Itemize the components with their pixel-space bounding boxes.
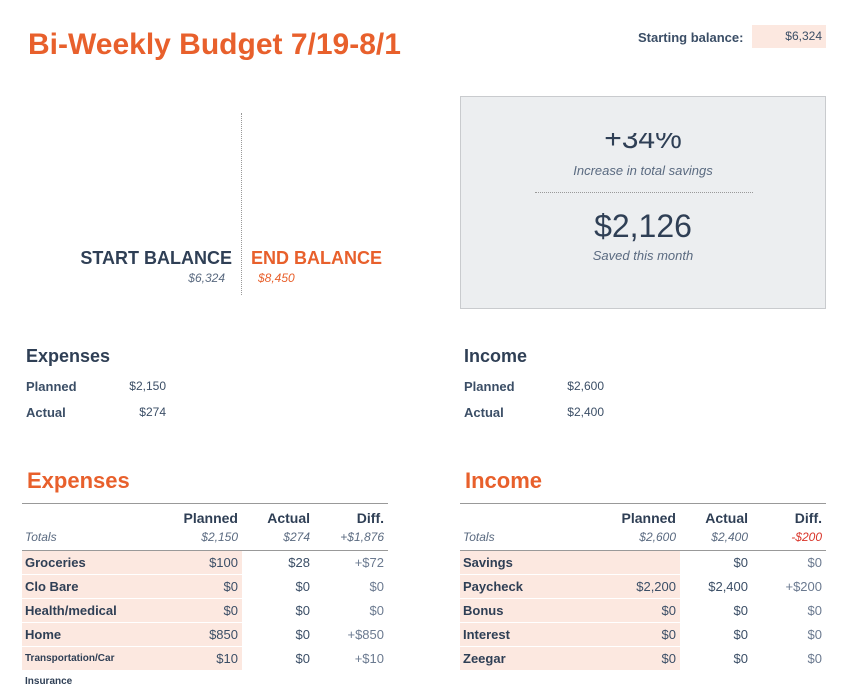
row-label: Savings bbox=[460, 551, 606, 574]
summary-label: Planned bbox=[26, 379, 77, 394]
table-cell: $0 bbox=[369, 603, 384, 618]
row-label: Zeegar bbox=[460, 647, 606, 670]
page: Bi-Weekly Budget 7/19-8/1 Starting balan… bbox=[22, 25, 826, 687]
totals-cell: Totals bbox=[463, 530, 495, 544]
table-cell: $0 bbox=[295, 603, 310, 618]
table-cell: $0 bbox=[295, 651, 310, 666]
row-label: Health/medical bbox=[22, 599, 168, 622]
table-cell[interactable]: $850 bbox=[168, 623, 242, 646]
summary-label: Actual bbox=[464, 405, 504, 420]
column-header: Actual bbox=[705, 510, 748, 526]
row-label: Paycheck bbox=[460, 575, 606, 598]
table-cell: $0 bbox=[733, 627, 748, 642]
savings-amount: $2,126 bbox=[594, 208, 692, 244]
separator bbox=[535, 192, 753, 193]
start-balance-label: START BALANCE bbox=[80, 248, 232, 268]
table-cell[interactable] bbox=[606, 551, 680, 574]
row-label: Home bbox=[22, 623, 168, 646]
column-header: Actual bbox=[267, 510, 310, 526]
table-cell[interactable]: $0 bbox=[606, 623, 680, 646]
rule bbox=[460, 550, 826, 551]
divider bbox=[241, 113, 242, 295]
row-label: Groceries bbox=[22, 551, 168, 574]
table-cell: $0 bbox=[295, 579, 310, 594]
rule bbox=[22, 550, 388, 551]
totals-cell: $274 bbox=[283, 530, 310, 544]
summary-title: Expenses bbox=[26, 346, 111, 366]
table-cell[interactable]: $10 bbox=[168, 647, 242, 670]
column-header: Diff. bbox=[794, 510, 822, 526]
totals-cell: $2,600 bbox=[639, 530, 676, 544]
summary-label: Actual bbox=[26, 405, 66, 420]
table-cell: +$10 bbox=[354, 651, 384, 666]
table-cell[interactable]: $0 bbox=[606, 647, 680, 670]
table-cell: +$72 bbox=[354, 555, 384, 570]
totals-cell: +$1,876 bbox=[340, 530, 384, 544]
summary-value: $274 bbox=[139, 405, 166, 419]
table-cell: $0 bbox=[807, 603, 822, 618]
table-row: Interest $0 $0 $0 bbox=[460, 623, 826, 647]
row-label: Interest bbox=[460, 623, 606, 646]
summary-value: $2,600 bbox=[567, 379, 604, 393]
table-cell: $0 bbox=[807, 627, 822, 642]
table-cell: $0 bbox=[733, 555, 748, 570]
table-cell[interactable]: $100 bbox=[168, 551, 242, 574]
savings-box: +34% Increase in total savings $2,126 Sa… bbox=[460, 96, 826, 309]
rule bbox=[22, 503, 388, 504]
page-title: Bi-Weekly Budget 7/19-8/1 bbox=[28, 28, 401, 61]
table-cell: $0 bbox=[369, 579, 384, 594]
summary-value: $2,150 bbox=[129, 379, 166, 393]
table-cell: +$850 bbox=[347, 627, 384, 642]
table-title: Income bbox=[465, 468, 543, 493]
table-cell: $2,400 bbox=[708, 579, 748, 594]
starting-balance[interactable]: $6,324 bbox=[752, 25, 826, 48]
savings-percent: +34% bbox=[604, 133, 682, 155]
summary-title: Income bbox=[464, 346, 528, 366]
table-cell: $0 bbox=[807, 651, 822, 666]
table-row: Home $850 $0 +$850 bbox=[22, 623, 388, 647]
table-row: Clo Bare $0 $0 $0 bbox=[22, 575, 388, 599]
end-balance-value: $8,450 bbox=[258, 271, 295, 285]
table-row: Paycheck $2,200 $2,400 +$200 bbox=[460, 575, 826, 599]
row-label: Transportation/Car Insurance bbox=[22, 647, 168, 687]
amount-caption: Saved this month bbox=[592, 248, 694, 263]
table-cell: $0 bbox=[733, 651, 748, 666]
row-label: Clo Bare bbox=[22, 575, 168, 598]
totals-cell: -$200 bbox=[791, 530, 822, 544]
table-row: Savings $0 $0 bbox=[460, 551, 826, 575]
table-cell: $0 bbox=[295, 627, 310, 642]
summary-label: Planned bbox=[464, 379, 515, 394]
column-header: Diff. bbox=[356, 510, 384, 526]
table-row: Groceries $100 $28 +$72 bbox=[22, 551, 388, 575]
table-row: Zeegar $0 $0 $0 bbox=[460, 647, 826, 671]
table-row: Health/medical $0 $0 $0 bbox=[22, 599, 388, 623]
start-balance-value: $6,324 bbox=[188, 271, 225, 285]
totals-cell: $2,150 bbox=[201, 530, 238, 544]
table-cell: $28 bbox=[288, 555, 310, 570]
table-cell: $0 bbox=[807, 555, 822, 570]
percent-clip: +34% bbox=[461, 133, 825, 163]
column-header: Planned bbox=[183, 510, 238, 526]
table-cell: $0 bbox=[733, 603, 748, 618]
table-cell[interactable]: $0 bbox=[168, 575, 242, 598]
percent-caption: Increase in total savings bbox=[573, 163, 713, 178]
table-cell[interactable]: $0 bbox=[606, 599, 680, 622]
end-balance-label: END BALANCE bbox=[251, 248, 383, 268]
rule bbox=[460, 503, 826, 504]
table-row: Transportation/Car Insurance $10 $0 +$10 bbox=[22, 647, 388, 687]
summary-value: $2,400 bbox=[567, 405, 604, 419]
starting-balance-label: Starting balance: bbox=[638, 30, 744, 45]
row-label: Bonus bbox=[460, 599, 606, 622]
table-cell[interactable]: $2,200 bbox=[606, 575, 680, 598]
table-title: Expenses bbox=[27, 468, 130, 493]
table-cell: +$200 bbox=[785, 579, 822, 594]
totals-cell: $2,400 bbox=[711, 530, 748, 544]
column-header: Planned bbox=[621, 510, 676, 526]
totals-cell: Totals bbox=[25, 530, 57, 544]
table-row: Bonus $0 $0 $0 bbox=[460, 599, 826, 623]
table-cell[interactable]: $0 bbox=[168, 599, 242, 622]
